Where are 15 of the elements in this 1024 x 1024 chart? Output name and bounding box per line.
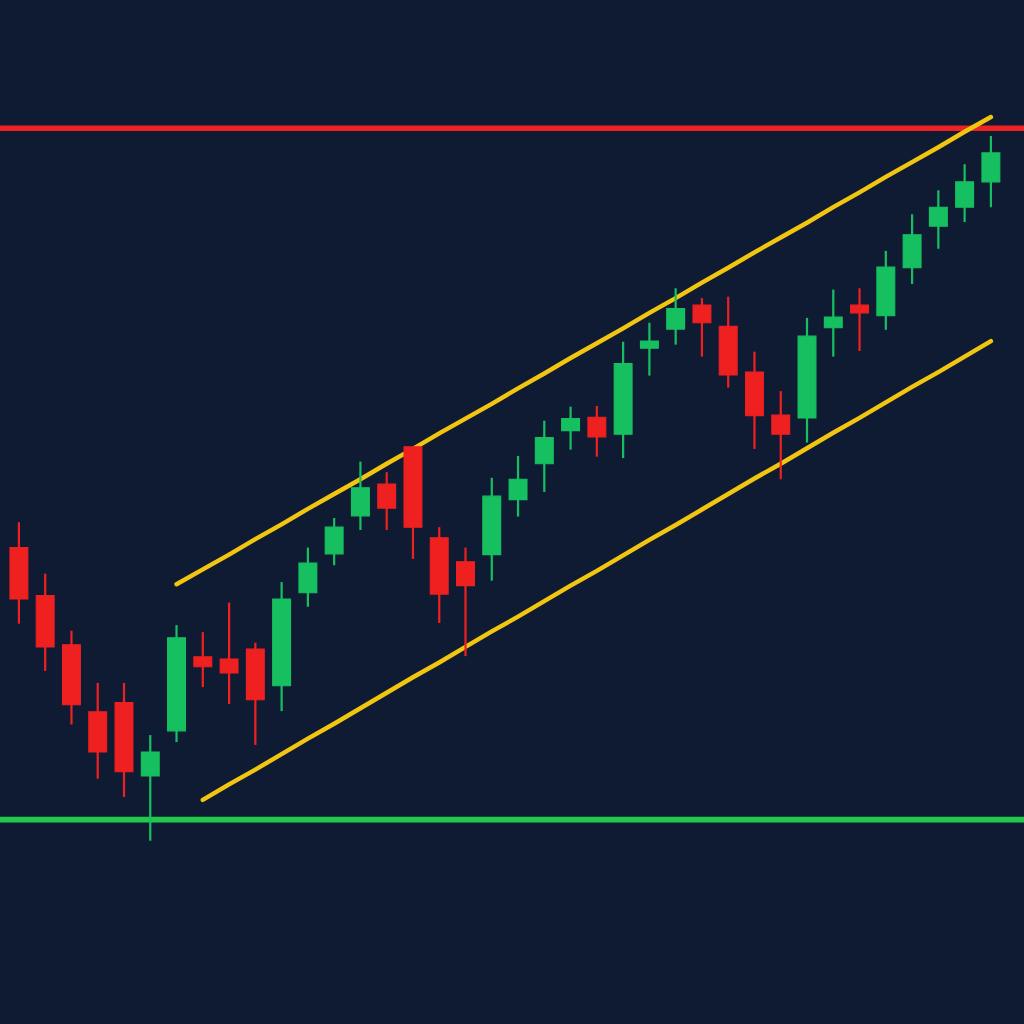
candlestick — [219, 601, 239, 706]
candlestick — [692, 297, 712, 358]
candlestick — [639, 321, 659, 377]
candlestick — [377, 471, 397, 532]
candlestick — [771, 390, 791, 481]
candlestick — [140, 733, 160, 842]
candlestick — [193, 631, 213, 689]
candlestick — [928, 189, 948, 250]
candlestick — [508, 454, 528, 518]
candlestick — [587, 404, 607, 458]
candlestick — [823, 288, 843, 358]
candlestick — [666, 287, 686, 346]
candlestick — [850, 287, 870, 353]
candlestick — [561, 405, 581, 451]
candlestick — [456, 546, 475, 658]
